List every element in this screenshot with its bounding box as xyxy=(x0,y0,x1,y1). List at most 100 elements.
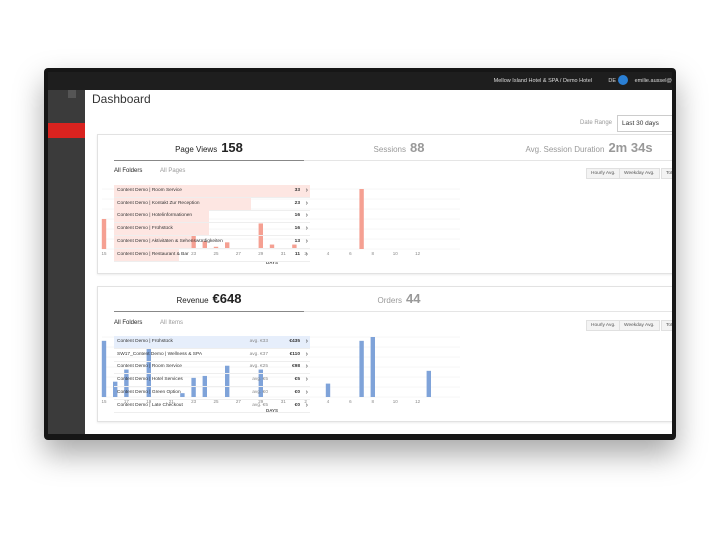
row-value: 11 xyxy=(294,251,300,257)
metric-label: Sessions xyxy=(373,145,406,154)
bar xyxy=(325,383,331,397)
sub-tab[interactable]: All Pages xyxy=(160,168,186,174)
row-bar xyxy=(114,185,310,197)
traffic-card: Page Views 158 Sessions 88 Avg. Session Dura… xyxy=(97,134,672,274)
power-icon[interactable] xyxy=(618,75,628,85)
active-tab-underline xyxy=(114,160,304,161)
list-row[interactable]: Content Demo | Hotel Services avg. €5 €5 xyxy=(114,374,310,388)
row-average: avg. €0 xyxy=(252,389,268,395)
row-value: 16 xyxy=(294,226,300,232)
metric-value: 88 xyxy=(410,140,425,155)
x-tick-label: 10 xyxy=(393,251,399,256)
list-row[interactable]: Content Demo | Late Checkout avg. €5 €0 xyxy=(114,400,310,413)
list-row[interactable]: SW17_Content Demo | Wellness & SPA avg. €… xyxy=(114,349,310,362)
x-tick-label: 15 xyxy=(101,251,107,256)
metric-value: 158 xyxy=(221,140,243,155)
row-value: €110 xyxy=(289,351,300,357)
row-average: avg. €33 xyxy=(249,339,268,344)
metric-value: €648 xyxy=(212,291,242,306)
row-average: avg. €5 xyxy=(252,377,268,383)
row-bar xyxy=(114,235,192,248)
list-row[interactable]: Content Demo | Room Service avg. €25 €98 xyxy=(114,361,310,375)
x-tick-label: 8 xyxy=(372,251,375,256)
row-name: Content Demo | Green Option xyxy=(117,389,181,395)
x-tick-label: 4 xyxy=(327,399,330,404)
list-row[interactable]: Content Demo | Room Service 33 xyxy=(114,185,310,198)
x-tick-label: 4 xyxy=(327,251,330,256)
row-value: €0 xyxy=(294,402,300,408)
x-axis-label: DAYS xyxy=(266,260,278,265)
row-value: 33 xyxy=(294,188,300,193)
view-button[interactable]: Weekday Avg. xyxy=(619,320,660,331)
metric-tab[interactable]: Sessions 88 xyxy=(304,140,494,155)
tab-underline xyxy=(304,311,672,312)
row-average: avg. €25 xyxy=(249,364,268,370)
row-average: avg. €5 xyxy=(252,402,268,408)
x-tick-label: 8 xyxy=(372,399,375,404)
row-bar xyxy=(114,197,251,210)
active-tab-underline xyxy=(114,311,304,312)
row-name: Content Demo | Hotel Services xyxy=(117,377,183,383)
page-title: Dashboard xyxy=(92,92,151,106)
bar xyxy=(359,189,364,249)
bar xyxy=(426,370,431,397)
list-row[interactable]: Content Demo | Restaurant & Bar 11 xyxy=(114,248,310,262)
view-button[interactable]: Hourly Avg. xyxy=(586,168,621,179)
list-row[interactable]: Content Demo | Frühstück avg. €33 €435 xyxy=(114,336,310,349)
list-row[interactable]: Content Demo | Kontakt Zur Reception 23 xyxy=(114,197,310,211)
view-button[interactable]: Hourly Avg. xyxy=(586,320,621,331)
metric-tab[interactable]: Page Views 158 xyxy=(114,140,304,155)
list-row[interactable]: Content Demo | Aktivitäten & Sehenswürdi… xyxy=(114,235,310,249)
x-tick-label: 6 xyxy=(349,251,352,256)
row-name: Content Demo | Room Service xyxy=(117,364,182,370)
row-bar xyxy=(114,223,210,236)
metric-tab[interactable]: Orders 44 xyxy=(304,291,494,306)
hotel-selector[interactable]: Mellow Island Hotel & SPA / Demo Hotel xyxy=(493,78,592,84)
metric-tab[interactable]: Revenue €648 xyxy=(114,291,304,306)
metric-value: 2m 34s xyxy=(608,140,653,155)
bar xyxy=(101,340,107,397)
metric-label: Page Views xyxy=(175,145,218,154)
bar xyxy=(101,219,107,249)
sub-tab[interactable]: All Folders xyxy=(114,320,143,326)
row-value: 16 xyxy=(294,213,300,219)
view-button[interactable]: Weekday Avg. xyxy=(619,168,660,179)
list-row[interactable]: Content Demo | Frühstück 16 xyxy=(114,223,310,237)
row-name: Content Demo | Hotelinformationen xyxy=(117,213,193,219)
row-name: SW17_Content Demo | Wellness & SPA xyxy=(117,351,203,357)
metric-label: Avg. Session Duration xyxy=(525,145,605,154)
row-value: 13 xyxy=(294,238,300,244)
row-name: Content Demo | Restaurant & Bar xyxy=(117,251,189,257)
x-tick-label: 6 xyxy=(349,399,352,404)
row-highlight xyxy=(114,336,310,348)
active-nav-item[interactable] xyxy=(48,123,85,138)
metric-label: Orders xyxy=(377,296,402,305)
sub-tab[interactable]: All Folders xyxy=(114,168,143,174)
x-tick-label: 10 xyxy=(393,399,399,404)
list-row[interactable]: Content Demo | Green Option avg. €0 €0 xyxy=(114,387,310,400)
row-name: Content Demo | Frühstück xyxy=(117,226,173,232)
tab-underline xyxy=(304,160,672,161)
metric-tab[interactable]: Avg. Session Duration 2m 34s xyxy=(494,140,672,155)
top-bar: Mellow Island Hotel & SPA / Demo Hotel D… xyxy=(48,72,672,90)
user-name[interactable]: emilie.aussel@ xyxy=(634,78,672,84)
language-selector[interactable]: DE xyxy=(608,78,616,84)
view-button[interactable]: Total xyxy=(661,320,672,331)
row-name: Content Demo | Kontakt Zur Reception xyxy=(117,200,200,206)
sidebar xyxy=(48,90,85,434)
row-value: €435 xyxy=(289,339,300,344)
metric-value: 44 xyxy=(405,291,421,306)
date-range-select[interactable]: Last 30 days xyxy=(617,115,672,132)
metric-label: Revenue xyxy=(176,296,209,305)
row-name: Content Demo | Frühstück xyxy=(117,339,173,344)
row-value: €98 xyxy=(291,364,300,370)
row-bar xyxy=(114,248,180,261)
row-name: Content Demo | Aktivitäten & Sehenswürdi… xyxy=(117,238,223,244)
sub-tab[interactable]: All Items xyxy=(160,320,184,326)
menu-icon[interactable] xyxy=(68,90,76,98)
row-name: Content Demo | Late Checkout xyxy=(117,402,183,408)
row-value: 23 xyxy=(294,200,300,206)
list-row[interactable]: Content Demo | Hotelinformationen 16 xyxy=(114,210,310,224)
view-button[interactable]: Total xyxy=(661,168,672,179)
